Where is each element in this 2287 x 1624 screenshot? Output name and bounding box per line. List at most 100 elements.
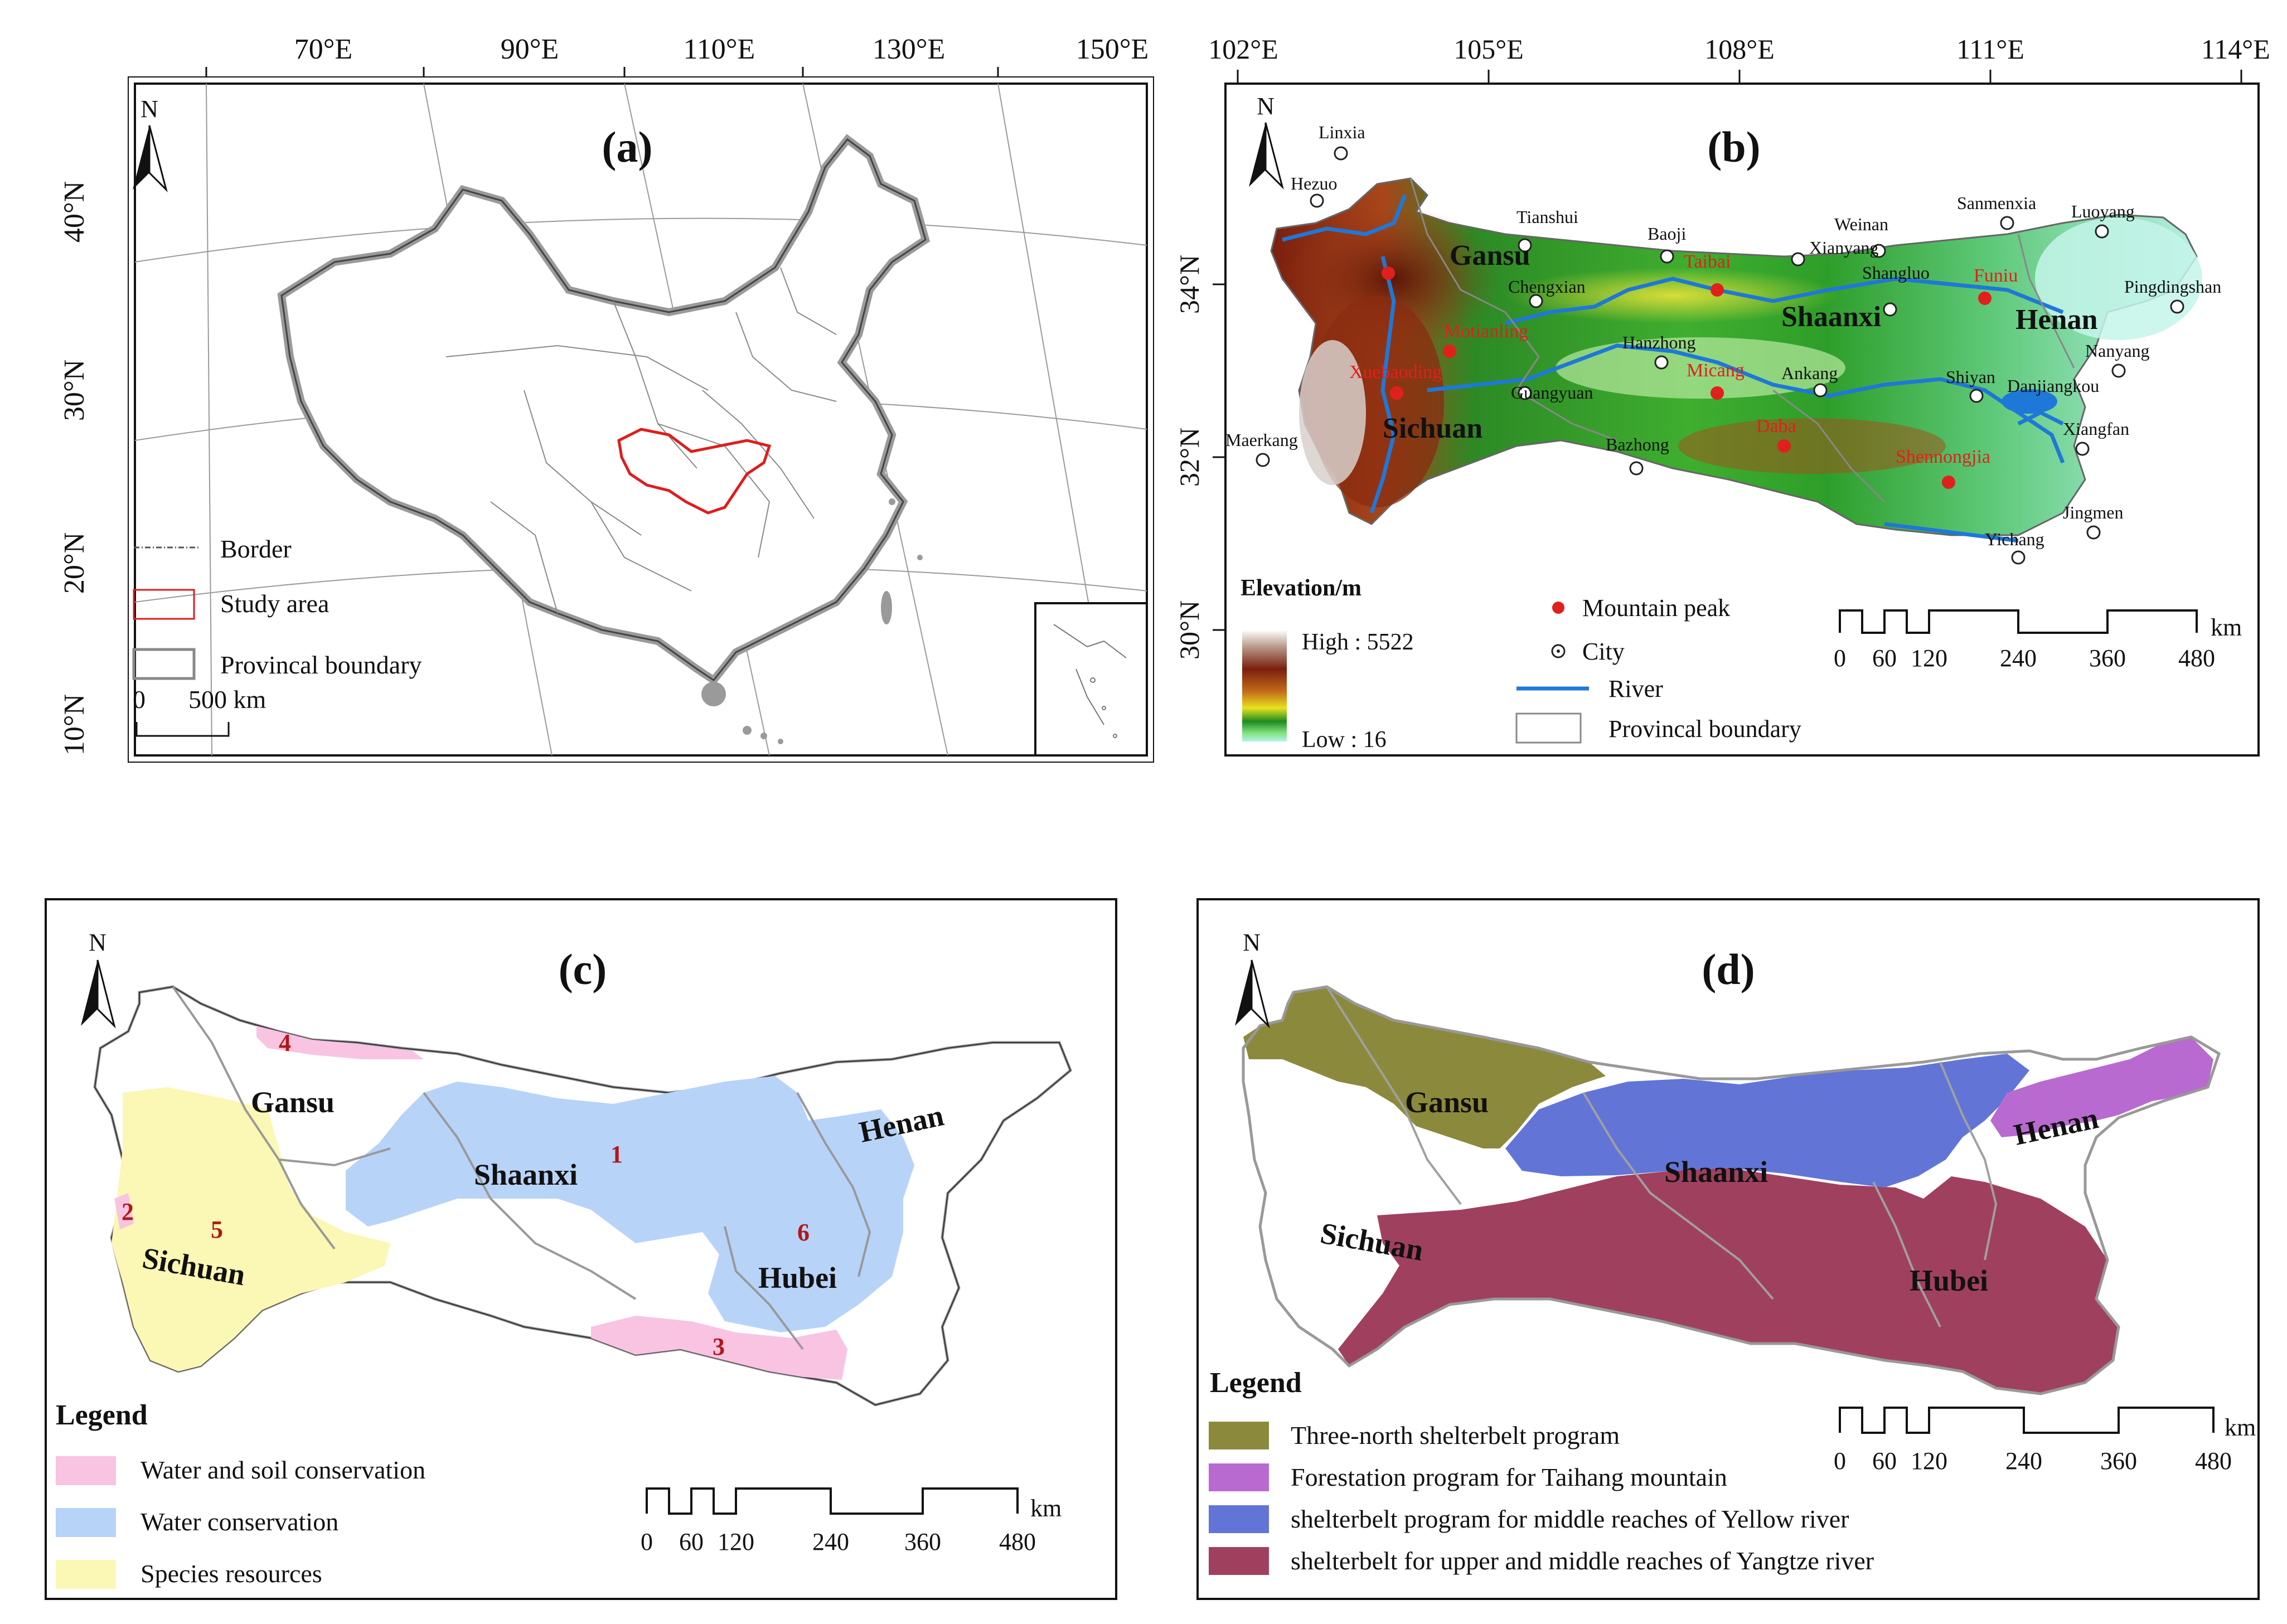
svg-text:Weinan: Weinan (1834, 214, 1888, 234)
panel-c-label-gansu: Gansu (251, 1085, 335, 1119)
svg-text:6: 6 (797, 1219, 810, 1246)
svg-text:480: 480 (2195, 1447, 2232, 1475)
panel-c-north-arrow: N (81, 929, 116, 1029)
panel-d: Gansu Shaanxi Henan Sichuan Hubei N (d) … (1196, 898, 2260, 1600)
zone-water-conservation (346, 1076, 914, 1332)
panel-d-scale-bar: 0 60 120 240 360 480 km (1834, 1407, 2256, 1475)
svg-text:N: N (1257, 93, 1275, 120)
lon-tick-110e: 110°E (684, 33, 755, 65)
panel-b-north-arrow: N (1249, 93, 1284, 190)
svg-text:360: 360 (2100, 1447, 2137, 1475)
svg-text:0: 0 (641, 1528, 653, 1555)
panel-b-peaks (1382, 266, 1992, 489)
svg-text:Hezuo: Hezuo (1291, 173, 1338, 193)
svg-text:Study area: Study area (220, 589, 329, 618)
svg-text:Border: Border (220, 535, 292, 563)
lat-tick-32n: 32°N (1174, 428, 1205, 487)
panel-b-scale-bar: 0 60 120 240 360 480 km (1834, 609, 2242, 672)
svg-text:City: City (1582, 638, 1625, 665)
study-area (617, 428, 772, 515)
svg-text:shelterbelt program for middle: shelterbelt program for middle reaches o… (1291, 1505, 1849, 1533)
elevation-legend: Elevation/m High : 5522 Low : 16 (1241, 575, 1414, 753)
svg-text:Shennongjia: Shennongjia (1896, 447, 1990, 467)
zone-soil-conservation-2 (114, 1193, 134, 1229)
svg-text:Legend: Legend (56, 1399, 148, 1431)
lon-tick-102e: 102°E (1208, 33, 1278, 65)
panel-d-legend: Legend Three-north shelterbelt program F… (1209, 1367, 1874, 1575)
panel-c-legend: Legend Water and soil conservation Water… (56, 1399, 425, 1589)
svg-text:High : 5522: High : 5522 (1302, 629, 1414, 655)
svg-text:Forestation program for Taihan: Forestation program for Taihang mountain (1291, 1463, 1727, 1491)
svg-text:Chengxian: Chengxian (1508, 277, 1586, 297)
lon-tick-111e: 111°E (1956, 33, 2024, 65)
svg-text:N: N (1243, 929, 1261, 956)
qinling-ridge (1505, 268, 1840, 323)
lon-tick-108e: 108°E (1704, 33, 1775, 65)
panel-b-label-gansu: Gansu (1450, 240, 1530, 272)
svg-text:Micang: Micang (1687, 360, 1745, 381)
svg-text:480: 480 (2178, 644, 2215, 672)
panel-b-city-symbols (1256, 146, 2184, 565)
svg-text:Xuebaoding: Xuebaoding (1349, 362, 1442, 382)
panel-d-label: (d) (1702, 945, 1755, 993)
svg-text:Baoji: Baoji (1648, 224, 1686, 244)
panel-b-label-sichuan: Sichuan (1383, 413, 1482, 444)
svg-text:Motianling: Motianling (1444, 321, 1528, 342)
panel-b-city-labels: Linxia Hezuo Tianshui Baoji Weinan Xiany… (1225, 122, 2221, 549)
lon-tick-105e: 105°E (1453, 33, 1524, 65)
panel-c-zone-numbers: 1 2 3 4 5 6 (122, 1029, 810, 1360)
svg-text:Sanmenxia: Sanmenxia (1957, 193, 2036, 213)
svg-text:km: km (1030, 1495, 1062, 1522)
svg-text:480: 480 (999, 1528, 1036, 1555)
zone-soil-conservation-3 (591, 1316, 847, 1380)
svg-text:Three-north shelterbelt progra: Three-north shelterbelt program (1291, 1421, 1620, 1450)
panel-b-lon-tick-marks (1237, 70, 2242, 84)
svg-text:5: 5 (211, 1216, 223, 1243)
svg-text:Guangyuan: Guangyuan (1511, 382, 1593, 403)
panel-c: Gansu Shaanxi Henan Sichuan Hubei 1 2 3 … (45, 898, 1117, 1600)
svg-text:shelterbelt for upper and midd: shelterbelt for upper and middle reaches… (1291, 1547, 1874, 1575)
panel-b-province-lines (1409, 178, 2075, 503)
svg-text:240: 240 (2000, 644, 2037, 672)
svg-text:360: 360 (2089, 644, 2126, 672)
zone-yellow-river-shelterbelt (1505, 1054, 2029, 1187)
panel-b-label-henan: Henan (2015, 304, 2097, 336)
svg-text:Legend: Legend (1210, 1367, 1302, 1399)
svg-text:Linxia: Linxia (1319, 122, 1365, 142)
panel-b-peak-labels: Taibai Funiu Micang Daba Shennongjia Xue… (1349, 251, 2018, 467)
lon-tick-114e: 114°E (2201, 33, 2270, 65)
svg-text:Xianyang: Xianyang (1809, 237, 1878, 258)
panel-a-provinces (445, 267, 837, 614)
svg-text:4: 4 (279, 1029, 291, 1056)
lon-tick-130e: 130°E (873, 33, 946, 65)
zone-yangtze-shelterbelt (1338, 1168, 2119, 1394)
panel-a-islands (701, 498, 923, 744)
panel-a-legend: Border Study area Provincal boundary 0 5… (132, 535, 422, 737)
panel-b-label: (b) (1707, 123, 1760, 171)
svg-text:Bazhong: Bazhong (1606, 434, 1669, 454)
svg-text:Yichang: Yichang (1985, 529, 2044, 549)
svg-text:Elevation/m: Elevation/m (1241, 575, 1361, 601)
panel-c-scale-bar: 0 60 120 240 360 480 km (641, 1487, 1062, 1555)
svg-text:60: 60 (1872, 644, 1897, 672)
svg-text:Low : 16: Low : 16 (1302, 727, 1387, 753)
svg-text:60: 60 (679, 1528, 704, 1555)
sichuan-snow-terrain (1299, 340, 1366, 485)
zone-species-resources (112, 1087, 390, 1371)
zone-water-conservation-east (847, 1109, 914, 1227)
svg-text:Provincal boundary: Provincal boundary (1608, 715, 1801, 743)
panel-c-label-hubei: Hubei (758, 1261, 837, 1295)
panel-d-label-gansu: Gansu (1405, 1085, 1489, 1119)
svg-text:240: 240 (2005, 1447, 2042, 1475)
svg-text:Water conservation: Water conservation (140, 1507, 338, 1536)
lat-tick-20n: 20°N (59, 532, 90, 594)
svg-text:Funiu: Funiu (1974, 265, 2018, 286)
svg-text:240: 240 (812, 1528, 849, 1555)
svg-text:Hanzhong: Hanzhong (1622, 332, 1696, 352)
svg-text:N: N (140, 95, 158, 123)
svg-text:120: 120 (1911, 644, 1947, 672)
svg-text:0: 0 (133, 685, 146, 714)
svg-text:Luoyang: Luoyang (2071, 201, 2135, 221)
panel-b-label-shaanxi: Shaanxi (1781, 301, 1881, 333)
